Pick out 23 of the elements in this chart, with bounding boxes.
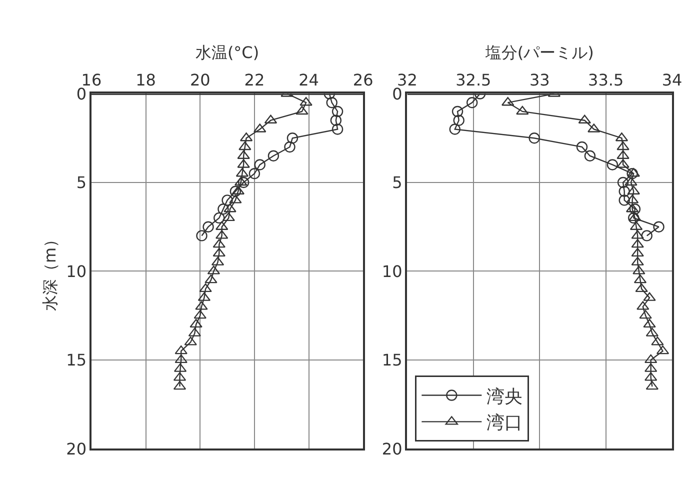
x-tick-label: 24: [298, 70, 319, 90]
x-tick-label: 34: [662, 70, 682, 90]
y-tick-label: 0: [76, 84, 87, 104]
x-tick-label: 22: [244, 70, 265, 90]
chart-title: 水温(°C): [195, 42, 260, 62]
chart-title: 塩分(パーミル): [484, 42, 594, 62]
x-tick-label: 33.5: [588, 70, 624, 90]
y-tick-label: 15: [66, 350, 87, 370]
x-tick-label: 18: [136, 70, 156, 90]
legend-label: 湾口: [486, 412, 523, 434]
x-tick-label: 26: [352, 70, 374, 90]
y-tick-label: 10: [382, 262, 402, 281]
legend-label: 湾央: [486, 386, 523, 408]
y-tick-label: 5: [392, 173, 402, 192]
y-axis-title: 水深（m）: [40, 231, 60, 311]
x-tick-label: 32.5: [456, 70, 492, 90]
y-tick-label: 5: [76, 173, 87, 192]
y-tick-label: 20: [382, 439, 402, 458]
x-tick-label: 33: [529, 70, 550, 90]
y-tick-label: 15: [382, 350, 402, 370]
x-tick-label: 20: [190, 70, 210, 90]
y-tick-label: 10: [66, 262, 87, 281]
y-tick-label: 20: [66, 439, 87, 458]
